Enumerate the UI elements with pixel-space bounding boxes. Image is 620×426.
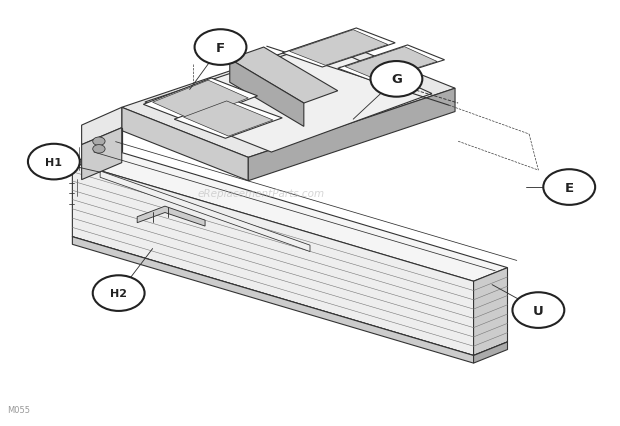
Text: H2: H2: [110, 288, 127, 298]
Polygon shape: [73, 237, 474, 363]
Polygon shape: [82, 128, 122, 180]
Polygon shape: [82, 108, 122, 145]
Text: U: U: [533, 304, 544, 317]
Polygon shape: [153, 81, 248, 121]
Circle shape: [28, 144, 80, 180]
Circle shape: [543, 170, 595, 205]
Polygon shape: [184, 102, 273, 137]
Polygon shape: [230, 60, 304, 127]
Polygon shape: [345, 48, 437, 81]
Polygon shape: [137, 207, 205, 227]
Circle shape: [513, 293, 564, 328]
Polygon shape: [474, 268, 508, 356]
Polygon shape: [100, 172, 310, 252]
Polygon shape: [174, 100, 282, 139]
Text: G: G: [391, 73, 402, 86]
Text: F: F: [216, 41, 225, 55]
Text: eReplacementParts.com: eReplacementParts.com: [197, 189, 324, 199]
Polygon shape: [143, 79, 257, 123]
Polygon shape: [290, 31, 388, 66]
Text: H1: H1: [45, 157, 63, 167]
Polygon shape: [73, 150, 508, 282]
Circle shape: [93, 276, 144, 311]
Polygon shape: [338, 46, 445, 83]
Text: E: E: [565, 181, 574, 194]
Circle shape: [93, 145, 105, 154]
Circle shape: [93, 138, 105, 146]
Polygon shape: [230, 48, 338, 104]
Polygon shape: [145, 44, 432, 153]
Polygon shape: [122, 108, 248, 181]
Text: M055: M055: [7, 405, 30, 414]
Polygon shape: [122, 39, 455, 158]
Circle shape: [371, 62, 422, 98]
Polygon shape: [474, 342, 508, 363]
Polygon shape: [282, 29, 395, 68]
Polygon shape: [73, 163, 474, 356]
Polygon shape: [248, 89, 455, 181]
Circle shape: [195, 30, 246, 66]
